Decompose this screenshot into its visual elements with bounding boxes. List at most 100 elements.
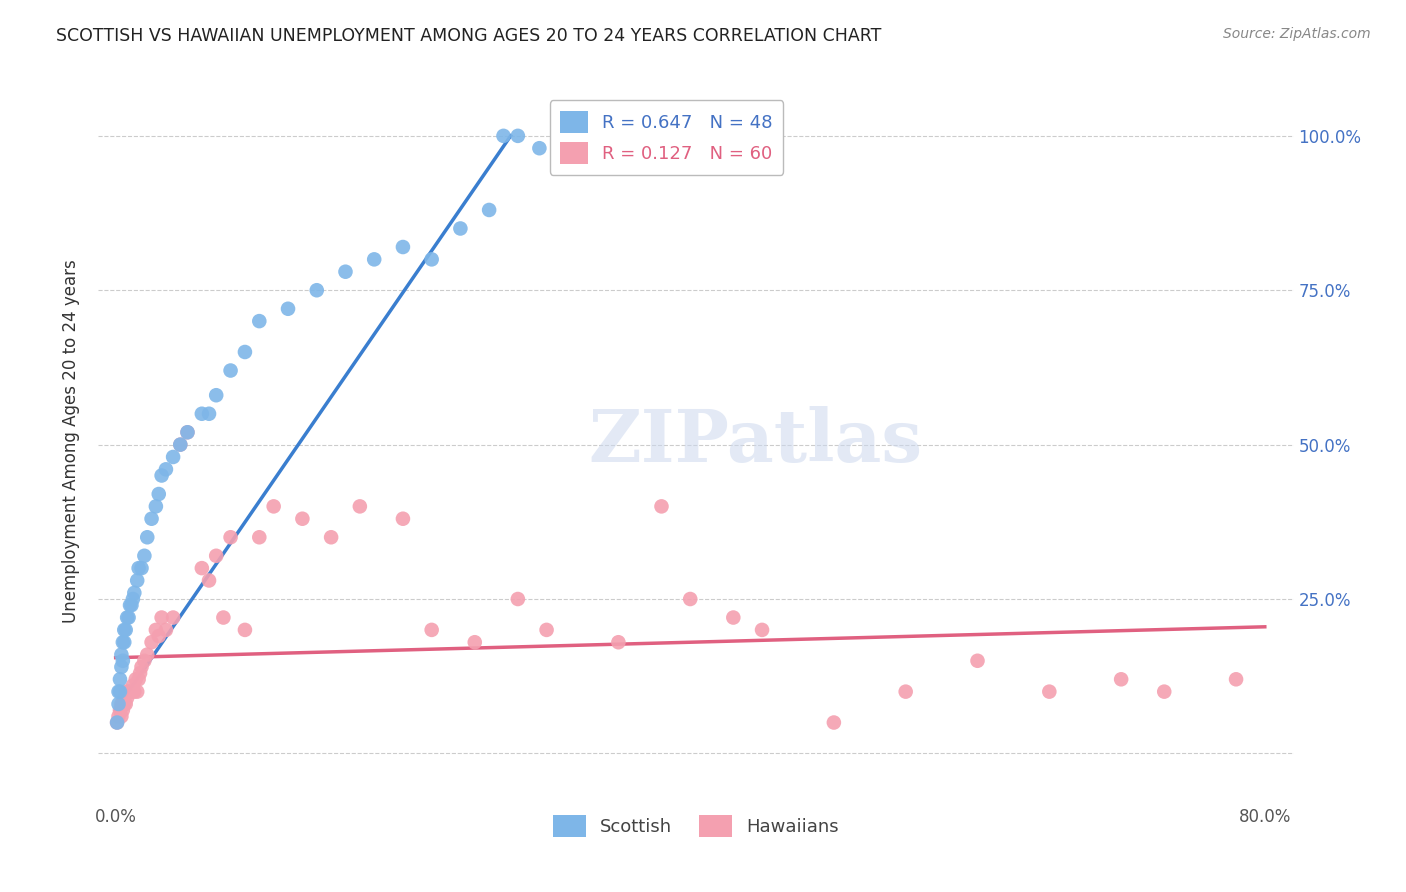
Point [120,684,142,698]
Point [198,407,221,421]
Point [894,684,917,698]
Point [823,715,845,730]
Point [464,635,486,649]
Point [111,635,134,649]
Point [124,684,146,698]
Y-axis label: Unemployment Among Ages 20 to 24 years: Unemployment Among Ages 20 to 24 years [62,260,80,624]
Point [141,635,163,649]
Point [114,684,136,698]
Point [176,425,198,440]
Point [305,283,328,297]
Point [108,684,131,698]
Point [176,425,198,440]
Point [145,500,167,514]
Point [150,610,173,624]
Point [112,623,135,637]
Point [1109,673,1132,687]
Point [191,561,214,575]
Point [723,610,745,624]
Point [247,314,270,328]
Point [536,623,558,637]
Point [111,697,134,711]
Point [107,709,129,723]
Point [114,697,136,711]
Point [650,500,672,514]
Point [112,690,135,705]
Point [291,512,314,526]
Point [155,462,177,476]
Point [506,592,529,607]
Point [112,697,135,711]
Point [117,684,139,698]
Point [1225,673,1247,687]
Point [506,128,529,143]
Point [112,635,135,649]
Point [150,468,173,483]
Point [420,623,443,637]
Point [212,610,235,624]
Point [392,512,415,526]
Point [114,623,136,637]
Point [191,407,214,421]
Point [134,654,156,668]
Legend: Scottish, Hawaiians: Scottish, Hawaiians [546,808,846,845]
Point [108,703,131,717]
Point [205,549,228,563]
Point [148,487,170,501]
Point [349,500,371,514]
Point [607,635,630,649]
Point [148,629,170,643]
Point [115,610,138,624]
Point [110,648,132,662]
Point [219,363,242,377]
Point [136,648,159,662]
Point [128,673,150,687]
Point [107,684,129,698]
Point [129,666,152,681]
Point [966,654,988,668]
Point [118,684,141,698]
Point [111,654,134,668]
Point [128,561,150,575]
Point [105,715,128,730]
Point [110,660,132,674]
Point [1153,684,1175,698]
Point [134,549,156,563]
Point [247,530,270,544]
Point [162,610,184,624]
Point [169,437,191,451]
Point [529,141,551,155]
Point [198,574,221,588]
Point [1038,684,1060,698]
Point [169,437,191,451]
Text: ZIPatlas: ZIPatlas [589,406,922,477]
Point [751,623,773,637]
Point [233,623,256,637]
Point [110,697,132,711]
Point [118,598,141,612]
Point [449,221,471,235]
Point [122,592,145,607]
Point [115,690,138,705]
Point [122,678,145,692]
Point [120,598,142,612]
Point [321,530,343,544]
Point [125,673,148,687]
Text: SCOTTISH VS HAWAIIAN UNEMPLOYMENT AMONG AGES 20 TO 24 YEARS CORRELATION CHART: SCOTTISH VS HAWAIIAN UNEMPLOYMENT AMONG … [56,27,882,45]
Point [145,623,167,637]
Point [131,561,153,575]
Point [219,530,242,544]
Point [124,586,146,600]
Text: Source: ZipAtlas.com: Source: ZipAtlas.com [1223,27,1371,41]
Point [105,715,128,730]
Point [127,684,149,698]
Point [335,265,357,279]
Point [263,500,285,514]
Point [277,301,299,316]
Point [110,709,132,723]
Point [363,252,385,267]
Point [420,252,443,267]
Point [478,202,501,217]
Point [492,128,515,143]
Point [108,673,131,687]
